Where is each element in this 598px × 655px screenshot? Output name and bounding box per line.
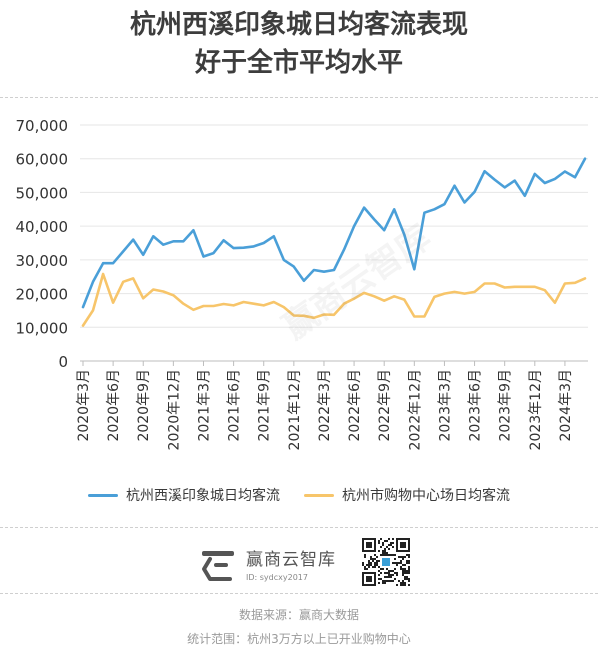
series-line-1	[81, 272, 587, 327]
x-tick-label-18: 2021年9月	[257, 369, 273, 442]
top-divider	[0, 97, 598, 98]
x-tick-label-0: 2020年3月	[76, 369, 92, 442]
y-tick-label-20000: 20,000	[16, 286, 69, 304]
y-tick-label-50000: 50,000	[16, 184, 69, 202]
bottom-divider	[0, 593, 598, 594]
chart-title: 杭州西溪印象城日均客流表现 好于全市平均水平	[0, 6, 598, 82]
x-tick-label-36: 2023年3月	[437, 369, 453, 442]
chart-legend: 杭州西溪印象城日均客流 杭州市购物中心场日均客流	[0, 484, 598, 506]
legend-label-city: 杭州市购物中心场日均客流	[342, 488, 510, 504]
x-tick-label-33: 2022年12月	[407, 369, 423, 450]
x-tick-label-30: 2022年9月	[377, 369, 393, 442]
x-tick-label-39: 2023年6月	[468, 369, 484, 442]
brand-logo-icon	[202, 551, 234, 581]
y-tick-label-40000: 40,000	[16, 218, 69, 236]
x-tick-label-45: 2023年12月	[528, 369, 544, 450]
footer-scope: 统计范围：杭州3万方以上已开业购物中心	[187, 632, 411, 646]
legend-item-city[interactable]: 杭州市购物中心场日均客流	[304, 485, 510, 505]
x-tick-label-15: 2021年6月	[227, 369, 243, 442]
brand-name: 赢商云智库	[246, 549, 336, 570]
x-tick-label-6: 2020年9月	[136, 369, 152, 442]
legend-item-xixi[interactable]: 杭州西溪印象城日均客流	[88, 485, 280, 505]
x-tick-label-24: 2022年3月	[317, 369, 333, 442]
y-tick-label-70000: 70,000	[16, 117, 69, 135]
series-line-0	[81, 157, 587, 309]
legend-label-xixi: 杭州西溪印象城日均客流	[126, 488, 280, 504]
line-chart: 0 10,000 20,000 30,000 40,000 50,000 60,000 70,…	[16, 117, 588, 450]
legend-swatch-city	[304, 493, 334, 497]
x-tick-label-3: 2020年6月	[106, 369, 122, 442]
middle-divider	[0, 527, 598, 528]
brand-id: ID: sydcxy2017	[246, 572, 308, 582]
x-tick-label-12: 2021年3月	[196, 369, 212, 442]
x-tick-label-48: 2024年3月	[558, 369, 574, 442]
title-line-1: 杭州西溪印象城日均客流表现	[129, 10, 468, 40]
y-tick-label-30000: 30,000	[16, 252, 69, 270]
x-tick-label-27: 2022年6月	[347, 369, 363, 442]
brand-block: 赢商云智库 ID: sydcxy2017	[200, 538, 336, 588]
title-line-2: 好于全市平均水平	[194, 48, 403, 78]
y-tick-label-10000: 10,000	[16, 319, 69, 337]
y-tick-label-0: 0	[58, 353, 68, 371]
qr-code-icon[interactable]	[362, 538, 410, 586]
x-tick-label-42: 2023年9月	[498, 369, 514, 442]
x-tick-label-9: 2020年12月	[166, 369, 182, 450]
footer-source: 数据来源：赢商大数据	[238, 608, 359, 622]
x-tick-label-21: 2021年12月	[287, 369, 303, 450]
legend-swatch-xixi	[88, 493, 118, 497]
y-tick-label-60000: 60,000	[16, 151, 69, 169]
